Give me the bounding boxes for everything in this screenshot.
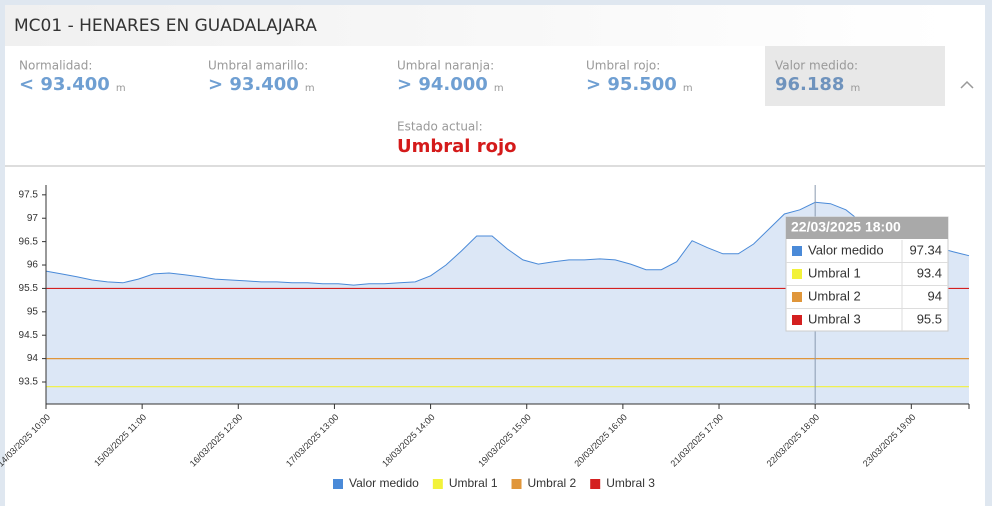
legend-label: Umbral 3 [606,476,655,490]
y-tick-label: 94 [27,353,39,364]
tooltip-swatch [792,269,802,279]
stat-value: > 94.000 [397,74,488,95]
legend-swatch [590,479,601,489]
tooltip-swatch [792,246,802,256]
tooltip-value: 97.34 [909,242,942,257]
stat-unit: m [116,83,126,94]
legend-swatch [333,479,343,489]
y-tick-label: 97.5 [19,189,39,200]
tooltip-name: Umbral 3 [808,311,861,326]
stat-label: Normalidad: [19,59,92,73]
title-bar [5,5,950,46]
y-tick-label: 96.5 [19,236,39,247]
stat-unit: m [305,83,315,94]
stat-unit: m [850,83,860,94]
tooltip-name: Umbral 1 [808,265,861,280]
tooltip-swatch [792,315,802,325]
stat-value: > 93.400 [208,74,299,95]
y-tick-label: 96 [27,260,39,271]
tooltip-title: 22/03/2025 18:00 [791,219,901,235]
legend-swatch [432,479,443,489]
stat-label: Umbral rojo: [586,59,660,73]
status-value: Umbral rojo [397,136,517,157]
area [46,202,969,404]
tooltip-value: 95.5 [917,311,942,326]
measured-box [765,46,945,106]
legend-label: Umbral 1 [449,476,498,490]
y-tick-label: 95 [27,306,39,317]
tooltip-swatch [792,292,802,302]
stat-label: Umbral naranja: [397,59,494,73]
tooltip-header [786,217,948,239]
tooltip-value: 94 [928,288,942,303]
y-tick-label: 94.5 [19,330,39,341]
stat-unit: m [494,83,504,94]
legend-label: Umbral 2 [528,476,577,490]
y-tick-label: 97 [27,213,39,224]
legend-label: Valor medido [349,476,419,490]
y-tick-label: 93.5 [19,377,39,388]
stat-value: 96.188 [775,74,844,95]
y-tick-label: 95.5 [19,283,39,294]
stat-value: < 93.400 [19,74,110,95]
legend-swatch [511,479,522,489]
status-label: Estado actual: [397,120,483,134]
stat-unit: m [683,83,693,94]
tooltip-value: 93.4 [917,265,942,280]
stat-value: > 95.500 [586,74,677,95]
tooltip-name: Valor medido [808,242,884,257]
stat-label: Umbral amarillo: [208,59,308,73]
collapse-button[interactable] [960,80,974,89]
tooltip-name: Umbral 2 [808,288,861,303]
stat-label: Valor medido: [775,59,858,73]
title: MC01 - HENARES EN GUADALAJARA [14,16,317,36]
